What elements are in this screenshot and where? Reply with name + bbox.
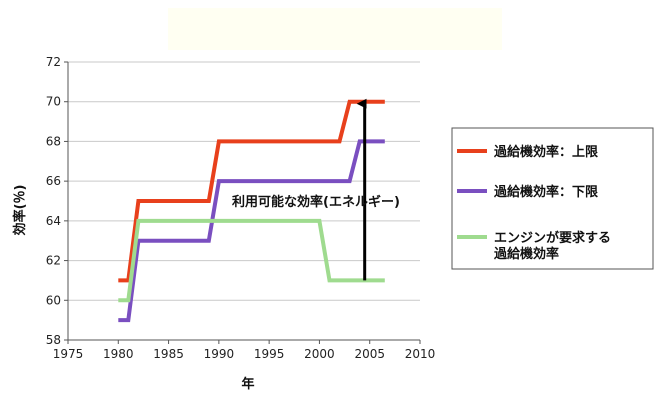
y-tick-label-60: 60 [46, 293, 61, 307]
legend-label-3: エンジンが要求する過給機効率 [493, 230, 611, 262]
y-tick-label-72: 72 [46, 55, 61, 69]
y-tick-label-68: 68 [46, 134, 61, 148]
x-tick-label-2000: 2000 [304, 347, 335, 361]
legend-label-1: 過給機効率：上限 [493, 144, 599, 160]
axes [67, 62, 420, 341]
legend-label-2: 過給機効率：下限 [493, 184, 599, 200]
series-lines [118, 99, 385, 323]
y-tick-label-64: 64 [46, 214, 61, 228]
y-axis-title: 効率(％) [12, 185, 28, 236]
x-tick-label-1980: 1980 [103, 347, 134, 361]
series-line-2 [118, 139, 385, 323]
x-tick-labels: 1975 1980 1985 1990 1995 2000 2005 2010 [53, 340, 436, 361]
x-tick-label-1995: 1995 [254, 347, 285, 361]
y-tick-label-62: 62 [46, 254, 61, 268]
y-tick-label-66: 66 [46, 174, 61, 188]
y-tick-label-70: 70 [46, 95, 61, 109]
x-tick-label-1985: 1985 [153, 347, 184, 361]
y-tick-label-58: 58 [46, 333, 61, 347]
annotation-label: 利用可能な効率(エネルギー) [232, 194, 400, 210]
x-tick-label-2010: 2010 [405, 347, 436, 361]
x-tick-label-1975: 1975 [53, 347, 84, 361]
x-axis-title: 年 [241, 376, 254, 392]
x-tick-label-2005: 2005 [354, 347, 385, 361]
series-line-1 [118, 99, 385, 283]
x-tick-label-1990: 1990 [204, 347, 235, 361]
title-placeholder-box [168, 8, 502, 50]
annotation: 利用可能な効率(エネルギー) [232, 98, 400, 281]
series-line-3 [118, 218, 385, 303]
y-tick-labels: 58 60 62 64 66 68 70 72 [46, 55, 68, 347]
